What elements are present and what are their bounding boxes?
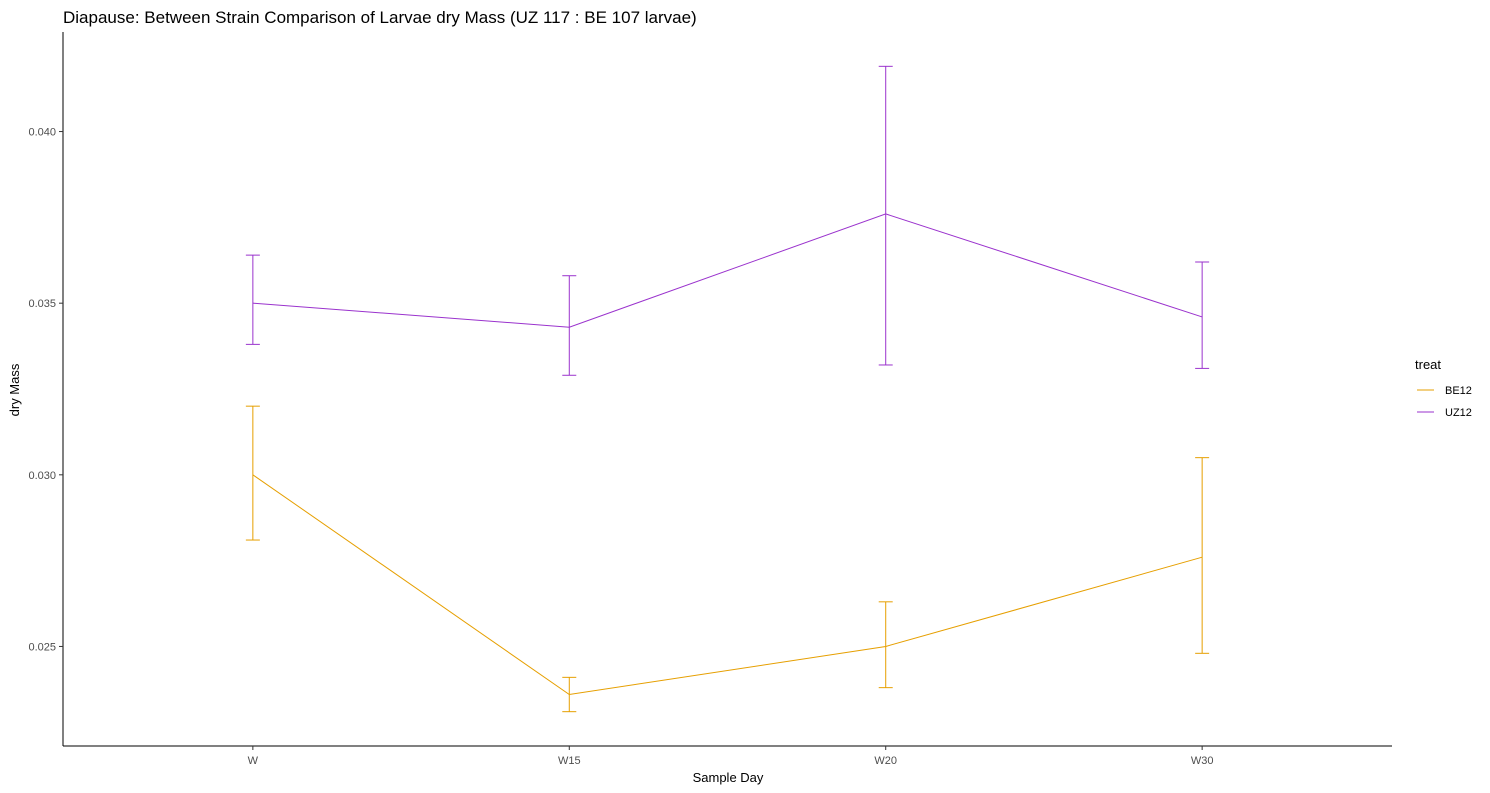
legend-label: UZ12 xyxy=(1445,407,1472,419)
legend-items: BE12 UZ12 xyxy=(1417,385,1472,419)
legend-title: treat xyxy=(1415,357,1441,372)
legend: treat BE12 UZ12 xyxy=(1415,357,1472,419)
y-tick-label: 0.035 xyxy=(28,298,56,310)
x-tick-label: W20 xyxy=(874,755,897,767)
x-tick-label: W xyxy=(248,755,259,767)
legend-item-uz12: UZ12 xyxy=(1417,407,1472,419)
series-line xyxy=(252,474,1203,696)
y-axis-title: dry Mass xyxy=(7,363,22,416)
series-be12 xyxy=(245,405,1210,713)
y-tick-label: 0.030 xyxy=(28,470,56,482)
x-tick-label: W30 xyxy=(1191,755,1214,767)
x-tick-label: W15 xyxy=(558,755,581,767)
y-tick-label: 0.040 xyxy=(28,127,56,139)
legend-item-be12: BE12 xyxy=(1417,385,1472,397)
series-uz12 xyxy=(245,65,1210,376)
series-line xyxy=(252,213,1203,328)
ticks: 0.025 0.030 0.035 0.040 W W15 W20 W30 xyxy=(28,127,1213,767)
axes xyxy=(62,32,1392,747)
y-tick-label: 0.025 xyxy=(28,641,56,653)
series-layer xyxy=(245,65,1210,713)
chart-title: Diapause: Between Strain Comparison of L… xyxy=(63,8,697,27)
legend-label: BE12 xyxy=(1445,385,1472,397)
x-axis-title: Sample Day xyxy=(693,770,764,785)
